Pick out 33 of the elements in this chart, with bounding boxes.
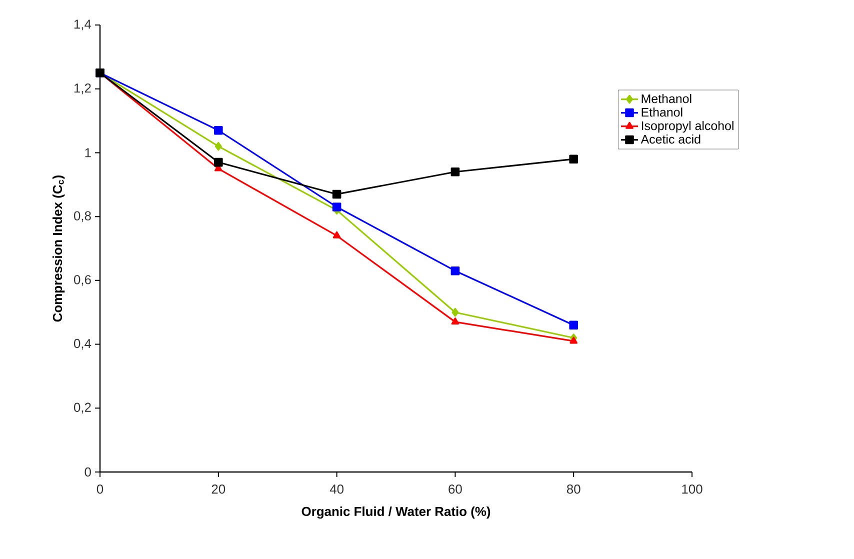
x-tick-label: 80 [566, 484, 580, 494]
x-tick-label: 100 [682, 484, 702, 494]
point [569, 320, 578, 330]
point [332, 190, 342, 199]
point [451, 318, 460, 325]
point [332, 231, 341, 238]
point [214, 126, 223, 135]
x-tick-label: 0 [96, 484, 104, 494]
y-tick-label: 0,6 [74, 275, 91, 286]
y-tick-label: 0 [84, 467, 91, 477]
legend-label: Acetic acid [640, 134, 700, 144]
y-tick-label: 1 [85, 148, 91, 158]
point [214, 158, 223, 167]
x-axis-title: Organic Fluid / Water Ratio (%) [302, 506, 490, 519]
legend-label: Methanol [642, 94, 692, 104]
point [570, 336, 578, 344]
y-tick-label: 0,2 [74, 402, 91, 414]
point [450, 167, 460, 176]
point [569, 154, 578, 164]
point [450, 266, 460, 276]
x-tick-label: 60 [448, 484, 462, 494]
point [214, 142, 222, 151]
legend-label: Ethanol [642, 108, 682, 117]
y-tick-label: 0,4 [74, 338, 92, 350]
legend-label: Isopropyl alcohol [642, 121, 734, 133]
y-tick-label: 1,4 [74, 20, 92, 30]
x-tick-label: 40 [330, 484, 344, 494]
point [332, 202, 342, 212]
point [452, 308, 459, 317]
y-tick-label: 1,2 [74, 84, 91, 94]
x-tick-label: 20 [212, 484, 226, 494]
y-axis-title: Compression Index (C$_{c}$) [52, 175, 65, 322]
y-tick-label: 0,8 [74, 211, 91, 222]
